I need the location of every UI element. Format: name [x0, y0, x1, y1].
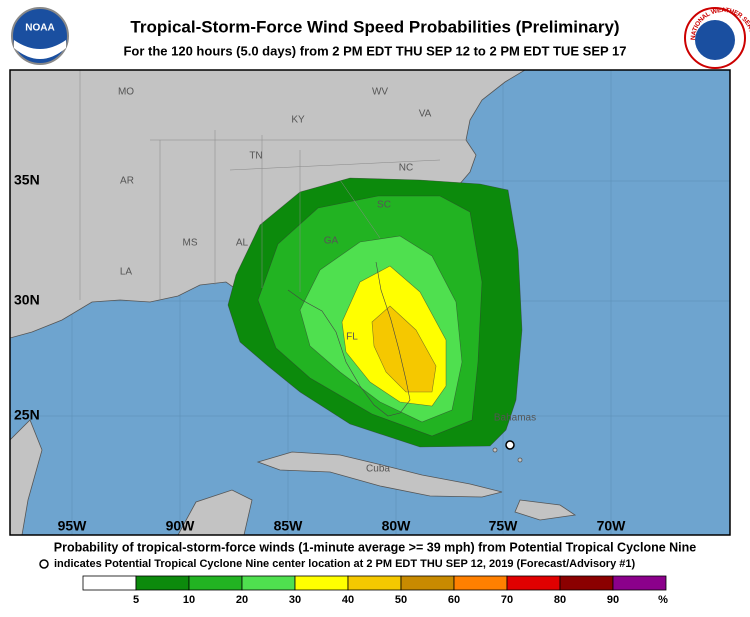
state-label: KY: [291, 115, 305, 126]
state-label: TN: [249, 151, 262, 162]
legend-label: 50: [395, 594, 407, 606]
lat-label: 25N: [14, 407, 40, 423]
legend-label: 60: [448, 594, 460, 606]
lat-label: 30N: [14, 292, 40, 308]
legend-swatch: [612, 575, 667, 591]
state-label: NC: [399, 163, 413, 174]
legend-swatch: [400, 575, 455, 591]
legend-swatch: [559, 575, 614, 591]
state-label: WV: [372, 87, 388, 98]
noaa-text: NOAA: [25, 23, 54, 34]
place-label: Cuba: [366, 464, 390, 475]
state-labels: MO WV KY VA TN NC AR SC MS AL GA LA FL C…: [118, 87, 536, 475]
state-label: AL: [236, 238, 249, 249]
legend-swatch: [188, 575, 243, 591]
storm-center-key: [39, 559, 49, 569]
legend-label: 40: [342, 594, 354, 606]
place-label: Bahamas: [494, 413, 536, 424]
state-label: GA: [324, 236, 339, 247]
map-frame: [9, 69, 731, 536]
lat-label: 35N: [14, 172, 40, 188]
legend-swatch: [241, 575, 296, 591]
subtitle: For the 120 hours (5.0 days) from 2 PM E…: [123, 43, 626, 58]
caption: Probability of tropical-storm-force wind…: [54, 540, 697, 554]
legend-swatch: [135, 575, 190, 591]
title: Tropical-Storm-Force Wind Speed Probabil…: [130, 17, 619, 36]
state-label: AR: [120, 176, 134, 187]
legend-label: 70: [501, 594, 513, 606]
state-borders: [79, 70, 470, 300]
lat-labels: 35N 30N 25N: [14, 172, 40, 423]
legend: 5 10 20 30 40 50 60 70 80 90%: [82, 575, 668, 606]
state-label: MO: [118, 87, 134, 98]
legend-label: 80: [554, 594, 566, 606]
legend-unit: %: [658, 594, 668, 606]
state-label: SC: [377, 200, 391, 211]
legend-label: 90: [607, 594, 619, 606]
lon-label: 90W: [166, 518, 196, 534]
wind-probabilities: [227, 177, 523, 448]
state-label: FL: [346, 332, 358, 343]
legend-label: 5: [133, 594, 139, 606]
state-label: MS: [183, 238, 198, 249]
lon-label: 70W: [597, 518, 627, 534]
legend-label: 10: [183, 594, 195, 606]
legend-swatch: [294, 575, 349, 591]
legend-swatch: [347, 575, 402, 591]
lon-label: 95W: [58, 518, 88, 534]
lon-label: 85W: [274, 518, 304, 534]
legend-label: 20: [236, 594, 248, 606]
noaa-logo: NOAA: [11, 7, 69, 65]
florida-coast: [287, 261, 411, 417]
lon-label: 75W: [489, 518, 519, 534]
legend-swatch: [453, 575, 508, 591]
storm-center: [505, 440, 515, 450]
state-label: VA: [419, 109, 432, 120]
map: MO WV KY VA TN NC AR SC MS AL GA LA FL C…: [10, 70, 730, 535]
legend-swatch: [506, 575, 561, 591]
lon-label: 80W: [382, 518, 412, 534]
legend-swatch: [82, 575, 137, 591]
legend-label: 30: [289, 594, 301, 606]
note: indicates Potential Tropical Cyclone Nin…: [54, 558, 635, 570]
lon-labels: 95W 90W 85W 80W 75W 70W: [58, 518, 627, 534]
state-label: LA: [120, 267, 133, 278]
